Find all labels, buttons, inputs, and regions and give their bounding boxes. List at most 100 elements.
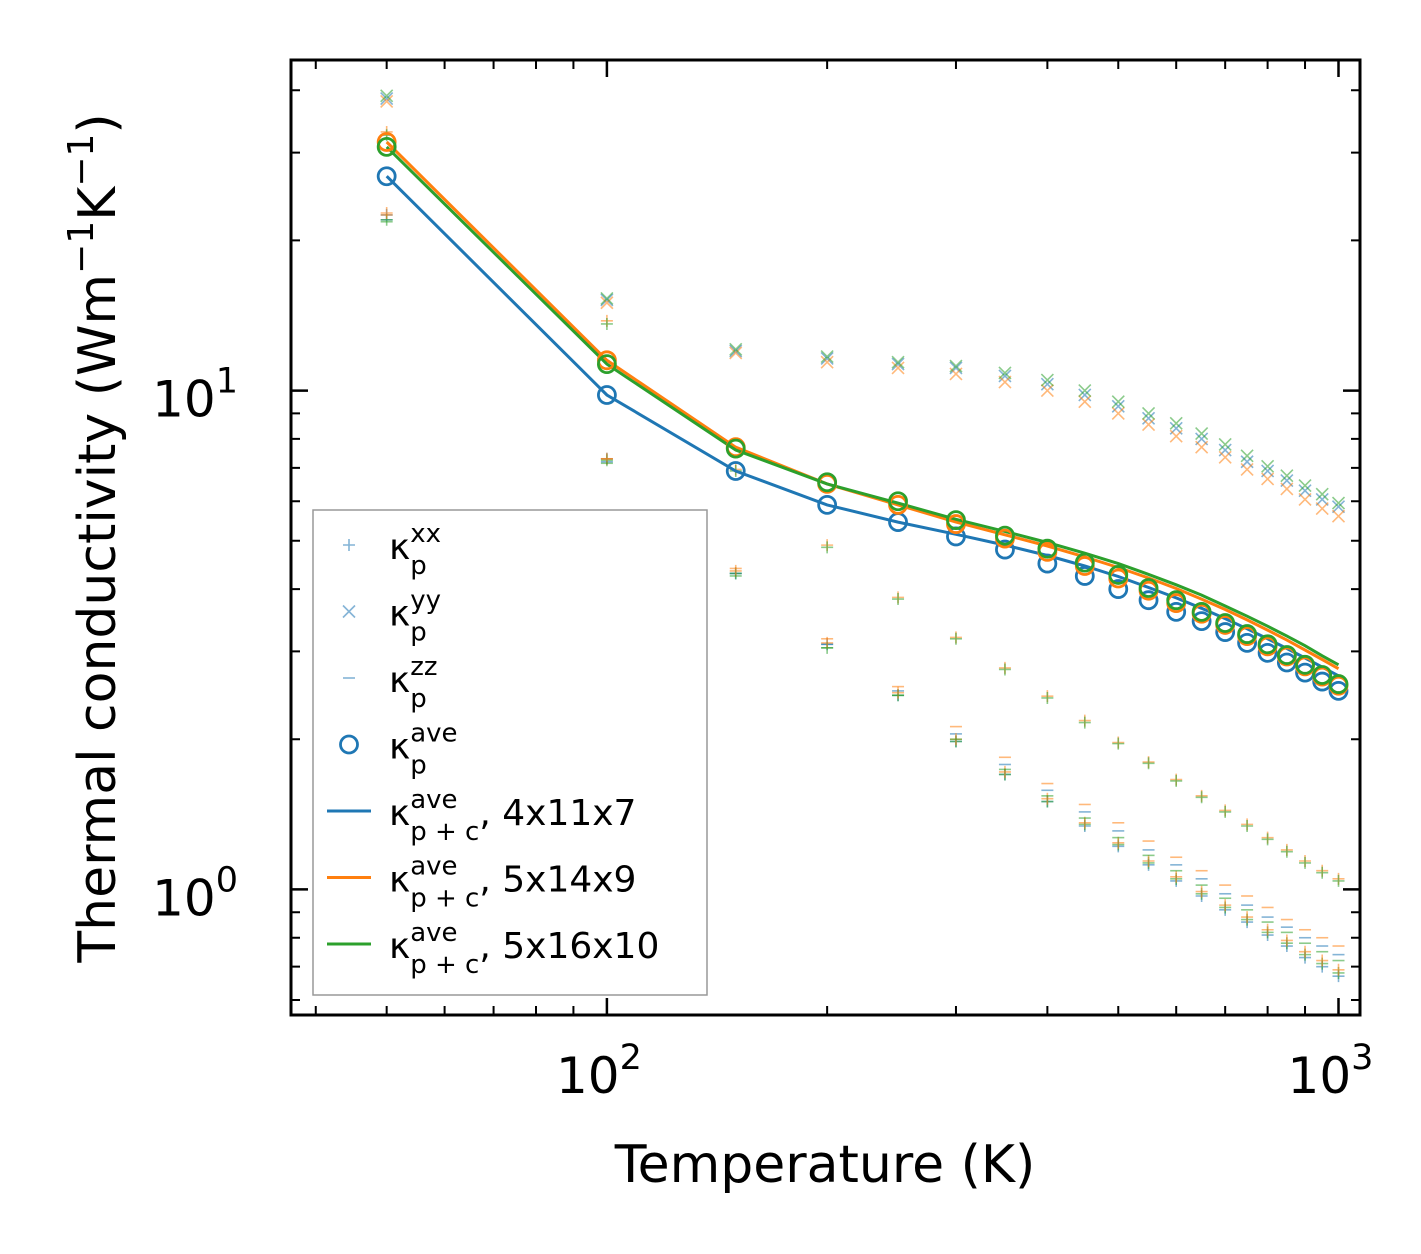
point-kyy-green-3 xyxy=(820,350,834,364)
point-upper_plus-green-17 xyxy=(1299,856,1312,869)
x-tick-label-base-1: 10 xyxy=(1288,1047,1352,1105)
legend-swatch-kxx-0 xyxy=(343,539,355,551)
point-kyy-blue-0 xyxy=(380,91,394,106)
point-kxx-orange-17 xyxy=(1299,945,1312,958)
legend-label-text: , 4x11x7 xyxy=(479,793,636,834)
legend-label-sub: p xyxy=(410,684,427,714)
legend-entry-kyy: κyy p xyxy=(342,586,441,648)
point-kave-green-1 xyxy=(597,354,617,375)
point-kave-green-7 xyxy=(1037,538,1058,559)
point-kxx-orange-11 xyxy=(1170,870,1183,883)
point-upper_plus-green-5 xyxy=(949,632,962,645)
point-kyy-blue-13 xyxy=(1218,443,1232,457)
point-kave-blue-12 xyxy=(1191,611,1212,632)
point-kyy-orange-4 xyxy=(891,361,905,375)
point-kyy-blue-4 xyxy=(891,357,905,371)
point-kyy-orange-15 xyxy=(1261,472,1275,486)
point-kxx-orange-18 xyxy=(1316,954,1329,967)
point-upper_plus-green-16 xyxy=(1280,845,1293,858)
point-kave-green-14 xyxy=(1237,624,1257,644)
point-kyy-blue-3 xyxy=(820,351,834,366)
point-kave-blue-3 xyxy=(817,494,838,515)
point-kxx-orange-14 xyxy=(1241,911,1254,924)
point-kave-green-15 xyxy=(1257,634,1278,655)
point-upper_plus-green-3 xyxy=(821,541,834,554)
legend-label-line3: κave p + c, 5x16x10 xyxy=(389,918,659,980)
point-kxx-orange-12 xyxy=(1195,885,1208,898)
point-kyy-orange-12 xyxy=(1195,440,1209,454)
point-kyy-green-5 xyxy=(949,359,963,373)
point-kyy-orange-16 xyxy=(1280,482,1294,496)
point-kave-green-8 xyxy=(1074,552,1095,573)
point-kyy-blue-2 xyxy=(729,344,743,358)
point-kyy-green-6 xyxy=(998,366,1012,380)
point-kyy-blue-18 xyxy=(1315,492,1329,507)
point-kyy-orange-0 xyxy=(380,94,394,108)
legend-swatch-kave-0 xyxy=(339,734,359,755)
point-kxx-orange-4 xyxy=(892,686,905,699)
y-tick-label-exp-0: 0 xyxy=(216,860,238,900)
point-upper_plus-green-8 xyxy=(1078,716,1091,729)
legend-label-kave: κave p xyxy=(389,719,458,781)
point-kyy-orange-14 xyxy=(1240,462,1254,476)
axis-labels: Temperature (K) Thermal conductivity (Wm… xyxy=(61,113,1035,1195)
point-kyy-blue-5 xyxy=(949,361,963,375)
legend-label-text: , 5x14x9 xyxy=(479,860,636,901)
y-axis-label: Thermal conductivity (Wm−1K−1) xyxy=(61,113,128,963)
point-upper_plus-green-18 xyxy=(1316,866,1329,879)
point-kave-green-3 xyxy=(817,472,838,493)
legend-label-line1: κave p + c, 4x11x7 xyxy=(389,785,636,847)
point-kyy-blue-1 xyxy=(600,293,614,307)
point-kyy-orange-19 xyxy=(1331,509,1346,523)
legend-entry-line2: κave p + c, 5x14x9 xyxy=(327,852,636,914)
legend-entry-kave: κave p xyxy=(339,719,458,781)
y-axis-label-exp2: −1 xyxy=(61,134,102,187)
legend-label-kyy: κyy p xyxy=(389,586,441,648)
point-kyy-orange-2 xyxy=(729,346,743,360)
legend-swatch-kyy-0 xyxy=(342,604,356,619)
point-upper_plus-green-10 xyxy=(1142,757,1155,770)
legend-entry-line1: κave p + c, 4x11x7 xyxy=(327,785,636,847)
point-kave-blue-16 xyxy=(1276,652,1297,673)
point-kave-blue-1 xyxy=(597,385,617,405)
legend-label-sup: yy xyxy=(410,586,441,616)
legend-label-sup: xx xyxy=(410,519,441,549)
point-kyy-green-14 xyxy=(1240,449,1254,463)
legend-label-sub: p + c xyxy=(410,817,479,847)
point-kyy-orange-8 xyxy=(1078,395,1092,409)
y-tick-label-0: 100 xyxy=(152,860,238,927)
point-upper_plus-green-7 xyxy=(1041,691,1054,704)
legend-label-sym: κ xyxy=(389,727,410,768)
x-tick-label-base-0: 10 xyxy=(556,1047,620,1105)
point-kyy-orange-18 xyxy=(1315,502,1329,516)
legend-label-sup: ave xyxy=(410,852,457,882)
point-kave-blue-0 xyxy=(376,166,397,187)
point-kxx-orange-15 xyxy=(1261,923,1274,936)
point-kyy-green-11 xyxy=(1169,416,1183,430)
point-kxx-orange-2 xyxy=(729,564,742,577)
legend-label-text: , 5x16x10 xyxy=(479,926,659,967)
point-kave-blue-19 xyxy=(1328,680,1349,701)
legend-label-sup: ave xyxy=(410,918,457,948)
legend-box xyxy=(312,509,708,996)
point-upper_plus-green-9 xyxy=(1112,737,1125,750)
point-kave-blue-10 xyxy=(1138,590,1159,611)
y-axis-label-exp1: −1 xyxy=(61,221,102,274)
legend-label-kzz: κzz p xyxy=(389,652,438,714)
point-kyy-orange-13 xyxy=(1218,450,1232,464)
point-kave-green-9 xyxy=(1108,565,1129,585)
point-upper_plus-green-1 xyxy=(600,317,613,330)
point-kave-green-10 xyxy=(1138,578,1159,598)
x-tick-label-1: 103 xyxy=(1288,1038,1374,1105)
legend-label-sub: p xyxy=(410,751,427,781)
point-kyy-green-2 xyxy=(729,342,743,356)
legend-label-sym: κ xyxy=(389,860,410,901)
point-kave-blue-9 xyxy=(1108,579,1129,599)
legend-label-sub: p + c xyxy=(410,884,479,914)
point-upper_plus-green-4 xyxy=(892,593,905,606)
legend-label-sup: ave xyxy=(410,785,457,815)
point-kave-blue-2 xyxy=(725,461,746,481)
